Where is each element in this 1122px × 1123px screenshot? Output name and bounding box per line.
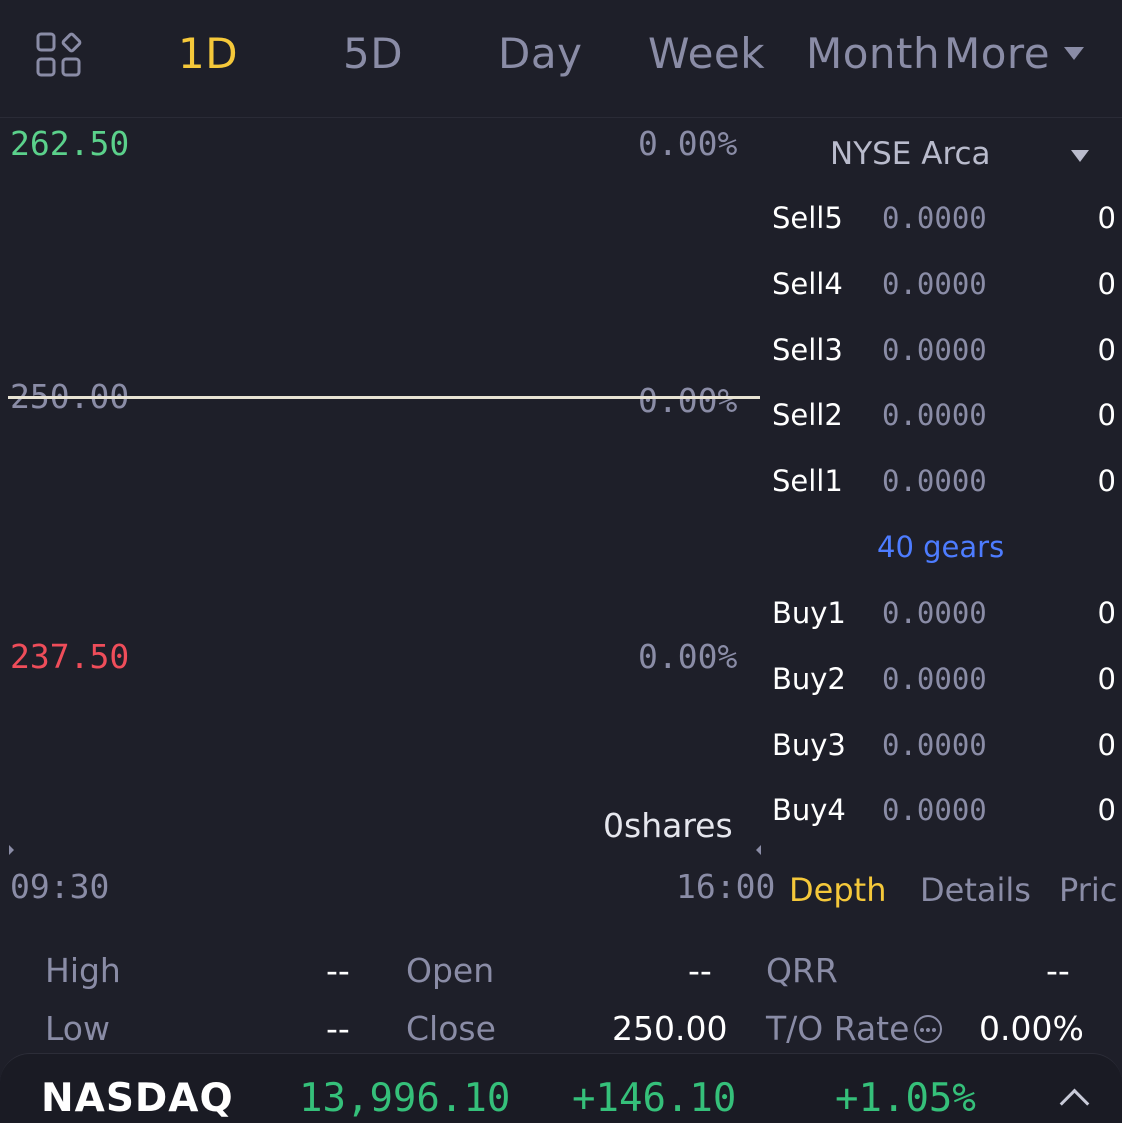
tab-price[interactable]: Pric: [1059, 871, 1118, 909]
order-volume: 0: [1097, 793, 1116, 827]
order-side-label: Sell2: [772, 398, 843, 432]
order-book-row: Buy4 0.0000 0: [772, 793, 1122, 833]
high-label: High: [45, 951, 121, 990]
open-label: Open: [406, 951, 495, 990]
info-circle-icon[interactable]: [914, 1015, 942, 1043]
order-book-row: Buy3 0.0000 0: [772, 728, 1122, 768]
order-side-label: Buy2: [772, 662, 846, 696]
turnover-rate-value: 0.00%: [979, 1009, 1084, 1048]
order-book-row: Buy1 0.0000 0: [772, 596, 1122, 636]
close-label: Close: [406, 1009, 496, 1048]
order-price: 0.0000: [882, 596, 987, 630]
order-side-label: Sell4: [772, 267, 843, 301]
order-side-label: Sell5: [772, 201, 843, 235]
tab-details[interactable]: Details: [920, 871, 1031, 909]
index-value: 13,996.10: [299, 1076, 511, 1121]
low-value: --: [326, 1009, 350, 1048]
price-line: [8, 396, 760, 399]
order-volume: 0: [1097, 596, 1116, 630]
exchange-selector[interactable]: NYSE Arca: [830, 136, 991, 172]
time-axis-start-marker: [9, 845, 14, 855]
qrr-label: QRR: [766, 951, 838, 990]
order-volume: 0: [1097, 267, 1116, 301]
order-price: 0.0000: [882, 464, 987, 498]
price-low-label: 237.50: [10, 637, 130, 676]
pct-low-label: 0.00%: [638, 637, 738, 676]
time-start-label: 09:30: [10, 867, 110, 906]
grid-icon[interactable]: [34, 30, 84, 80]
order-book-row: Buy2 0.0000 0: [772, 662, 1122, 702]
order-price: 0.0000: [882, 201, 987, 235]
gears-toggle[interactable]: 40 gears: [877, 530, 1005, 564]
index-change-pct: +1.05%: [835, 1076, 976, 1121]
low-label: Low: [45, 1009, 110, 1048]
order-volume: 0: [1097, 464, 1116, 498]
caret-down-icon[interactable]: [1071, 150, 1089, 162]
high-value: --: [326, 951, 350, 990]
order-side-label: Buy4: [772, 793, 846, 827]
order-book-row: Sell5 0.0000 0: [772, 201, 1122, 241]
order-side-label: Buy3: [772, 728, 846, 762]
period-tab-bar: 1D 5D Day Week Month More: [0, 0, 1122, 118]
tab-week[interactable]: Week: [648, 29, 766, 78]
order-volume: 0: [1097, 728, 1116, 762]
turnover-rate-label: T/O Rate: [766, 1009, 910, 1048]
volume-label: 0shares: [603, 806, 733, 845]
order-book-row: Sell4 0.0000 0: [772, 267, 1122, 307]
order-volume: 0: [1097, 333, 1116, 367]
caret-down-icon[interactable]: [1064, 47, 1084, 60]
tab-depth[interactable]: Depth: [789, 871, 887, 909]
tab-5d[interactable]: 5D: [343, 29, 404, 78]
order-price: 0.0000: [882, 333, 987, 367]
order-side-label: Sell3: [772, 333, 843, 367]
pct-mid-label: 0.00%: [638, 381, 738, 420]
order-volume: 0: [1097, 201, 1116, 235]
order-book-row: Sell1 0.0000 0: [772, 464, 1122, 504]
order-price: 0.0000: [882, 793, 987, 827]
time-end-label: 16:00: [676, 867, 776, 906]
order-price: 0.0000: [882, 398, 987, 432]
order-side-label: Sell1: [772, 464, 843, 498]
tab-month[interactable]: Month: [806, 29, 941, 78]
order-book-row: Sell3 0.0000 0: [772, 333, 1122, 373]
pct-high-label: 0.00%: [638, 124, 738, 163]
order-book-row: Sell2 0.0000 0: [772, 398, 1122, 438]
tab-day[interactable]: Day: [498, 29, 583, 78]
order-volume: 0: [1097, 662, 1116, 696]
price-high-label: 262.50: [10, 124, 130, 163]
index-name: NASDAQ: [41, 1076, 234, 1121]
order-price: 0.0000: [882, 662, 987, 696]
tab-more[interactable]: More: [944, 29, 1051, 78]
tab-1d[interactable]: 1D: [178, 29, 239, 78]
qrr-value: --: [1046, 951, 1070, 990]
time-axis-end-marker: [756, 845, 761, 855]
index-change: +146.10: [572, 1076, 737, 1121]
open-value: --: [688, 951, 712, 990]
order-price: 0.0000: [882, 728, 987, 762]
order-volume: 0: [1097, 398, 1116, 432]
close-value: 250.00: [612, 1009, 728, 1048]
order-price: 0.0000: [882, 267, 987, 301]
order-side-label: Buy1: [772, 596, 846, 630]
index-ticker-bar[interactable]: [0, 1053, 1122, 1123]
